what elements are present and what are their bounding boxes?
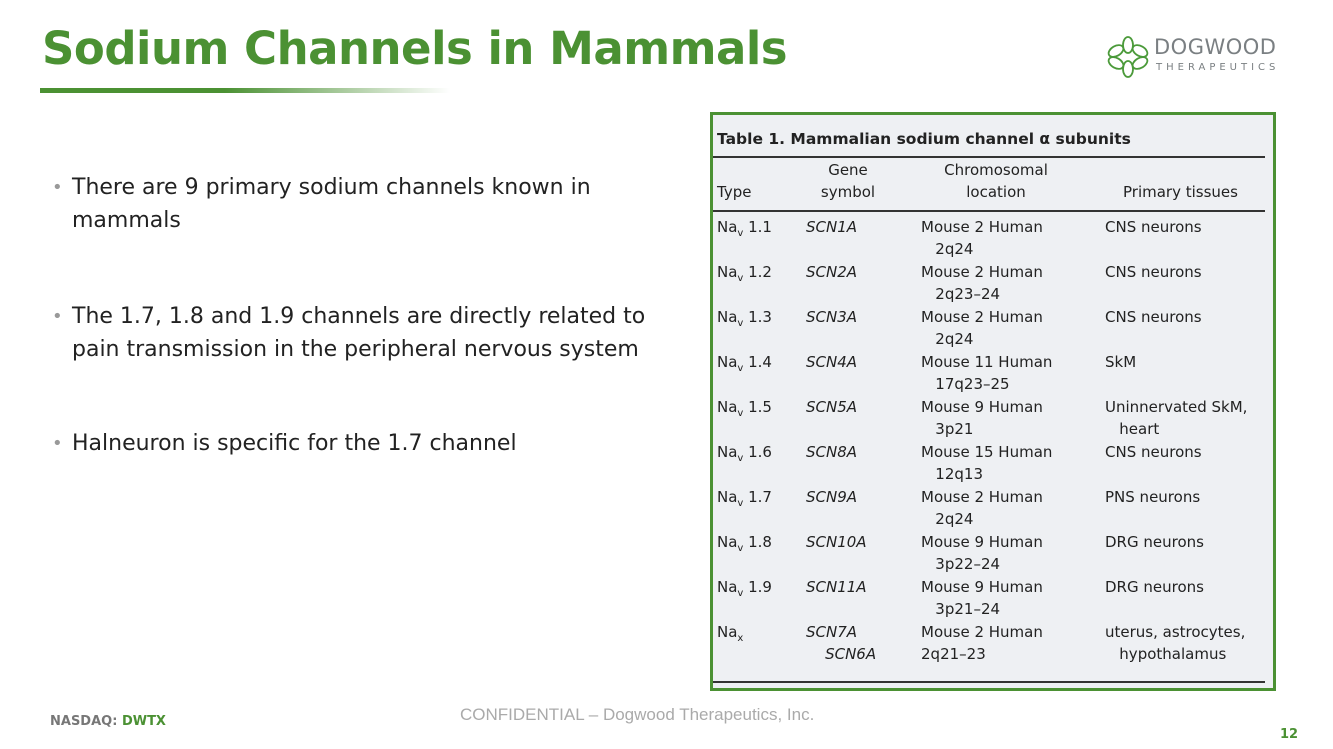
divider	[713, 210, 1265, 212]
table-row: Nav 1.3 SCN3A Mouse 2 Human 2q24 CNS neu…	[713, 306, 1273, 351]
cell-gene: SCN1A	[806, 218, 858, 236]
slide-title: Sodium Channels in Mammals	[42, 22, 788, 75]
cell-tissue: uterus, astrocytes, hypothalamus	[1105, 623, 1246, 663]
cell-type: Nav 1.8	[717, 533, 772, 554]
cell-location: Mouse 11 Human 17q23–25	[921, 353, 1053, 393]
cell-location: Mouse 9 Human 3p21–24	[921, 578, 1043, 618]
table-row: Nav 1.4 SCN4A Mouse 11 Human 17q23–25 Sk…	[713, 351, 1273, 396]
divider	[713, 156, 1265, 158]
exchange-label: NASDAQ: DWTX	[50, 714, 166, 729]
cell-location: Mouse 2 Human 2q24	[921, 488, 1043, 528]
cell-tissue: CNS neurons	[1105, 263, 1202, 281]
header-gene: Gene symbol	[820, 161, 876, 201]
cell-tissue: DRG neurons	[1105, 578, 1204, 596]
exchange: NASDAQ:	[50, 714, 118, 729]
table-row: Nav 1.5 SCN5A Mouse 9 Human 3p21 Uninner…	[713, 396, 1273, 441]
cell-type: Nav 1.2	[717, 263, 772, 284]
cell-location: Mouse 2 Human 2q21–23	[921, 623, 1043, 663]
cell-gene: SCN9A	[806, 488, 858, 506]
confidential-notice: CONFIDENTIAL – Dogwood Therapeutics, Inc…	[460, 705, 815, 724]
logo-subtitle: THERAPEUTICS	[1156, 62, 1280, 73]
cell-tissue: PNS neurons	[1105, 488, 1201, 506]
cell-type: Nax	[717, 623, 744, 644]
divider	[713, 681, 1265, 683]
cell-tissue: CNS neurons	[1105, 308, 1202, 326]
cell-gene: SCN8A	[806, 443, 858, 461]
cell-gene: SCN5A	[806, 398, 858, 416]
logo-name: DOGWOOD	[1154, 35, 1277, 59]
table-row: Nav 1.8 SCN10A Mouse 9 Human 3p22–24 DRG…	[713, 531, 1273, 576]
cell-tissue: SkM	[1105, 353, 1137, 371]
page-number: 12	[1280, 727, 1299, 742]
header-tissues: Primary tissues	[1123, 183, 1238, 201]
bullet-item: There are 9 primary sodium channels know…	[52, 172, 652, 237]
cell-type: Nav 1.7	[717, 488, 772, 509]
cell-location: Mouse 2 Human 2q24	[921, 218, 1043, 258]
table-row: Nav 1.2 SCN2A Mouse 2 Human 2q23–24 CNS …	[713, 261, 1273, 306]
cell-gene: SCN4A	[806, 353, 858, 371]
cell-type: Nav 1.1	[717, 218, 772, 239]
cell-gene: SCN10A	[806, 533, 867, 551]
cell-type: Nav 1.3	[717, 308, 772, 329]
cell-gene: SCN3A	[806, 308, 858, 326]
dogwood-flower-icon	[1107, 36, 1149, 78]
cell-location: Mouse 9 Human 3p21	[921, 398, 1043, 438]
bullet-item: The 1.7, 1.8 and 1.9 channels are direct…	[52, 301, 652, 366]
ticker: DWTX	[121, 714, 166, 729]
company-logo: DOGWOOD THERAPEUTICS	[1106, 35, 1296, 80]
cell-type: Nav 1.9	[717, 578, 772, 599]
cell-gene: SCN7A SCN6A	[806, 623, 877, 663]
cell-tissue: CNS neurons	[1105, 443, 1202, 461]
cell-gene: SCN11A	[806, 578, 867, 596]
cell-tissue: Uninnervated SkM, heart	[1105, 398, 1248, 438]
cell-location: Mouse 2 Human 2q23–24	[921, 263, 1043, 303]
cell-type: Nav 1.6	[717, 443, 772, 464]
cell-location: Mouse 15 Human 12q13	[921, 443, 1053, 483]
cell-tissue: DRG neurons	[1105, 533, 1204, 551]
cell-type: Nav 1.4	[717, 353, 772, 374]
table-row: Nav 1.7 SCN9A Mouse 2 Human 2q24 PNS neu…	[713, 486, 1273, 531]
bullet-item: Halneuron is specific for the 1.7 channe…	[52, 428, 652, 461]
cell-tissue: CNS neurons	[1105, 218, 1202, 236]
cell-gene: SCN2A	[806, 263, 858, 281]
cell-location: Mouse 9 Human 3p22–24	[921, 533, 1043, 573]
cell-type: Nav 1.5	[717, 398, 772, 419]
bullet-list: There are 9 primary sodium channels know…	[52, 172, 652, 525]
table-row: Nav 1.9 SCN11A Mouse 9 Human 3p21–24 DRG…	[713, 576, 1273, 621]
header-type: Type	[717, 183, 752, 201]
sodium-channel-table: Table 1. Mammalian sodium channel α subu…	[710, 112, 1276, 691]
cell-location: Mouse 2 Human 2q24	[921, 308, 1043, 348]
table-row: Nax SCN7A SCN6A Mouse 2 Human 2q21–23 ut…	[713, 621, 1273, 666]
header-location: Chromosomal location	[944, 161, 1048, 201]
table-caption: Table 1. Mammalian sodium channel α subu…	[717, 130, 1131, 148]
table-row: Nav 1.6 SCN8A Mouse 15 Human 12q13 CNS n…	[713, 441, 1273, 486]
table-row: Nav 1.1 SCN1A Mouse 2 Human 2q24 CNS neu…	[713, 216, 1273, 261]
title-underline	[40, 88, 450, 93]
